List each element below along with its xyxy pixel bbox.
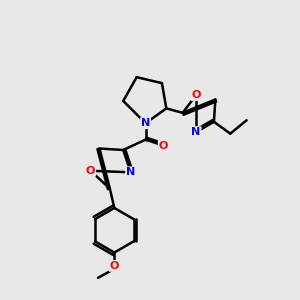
Text: O: O: [191, 90, 201, 100]
Text: O: O: [159, 140, 168, 151]
Text: N: N: [141, 118, 150, 128]
Text: N: N: [126, 167, 135, 177]
Text: O: O: [86, 166, 95, 176]
Text: O: O: [110, 261, 119, 271]
Text: N: N: [191, 127, 201, 137]
